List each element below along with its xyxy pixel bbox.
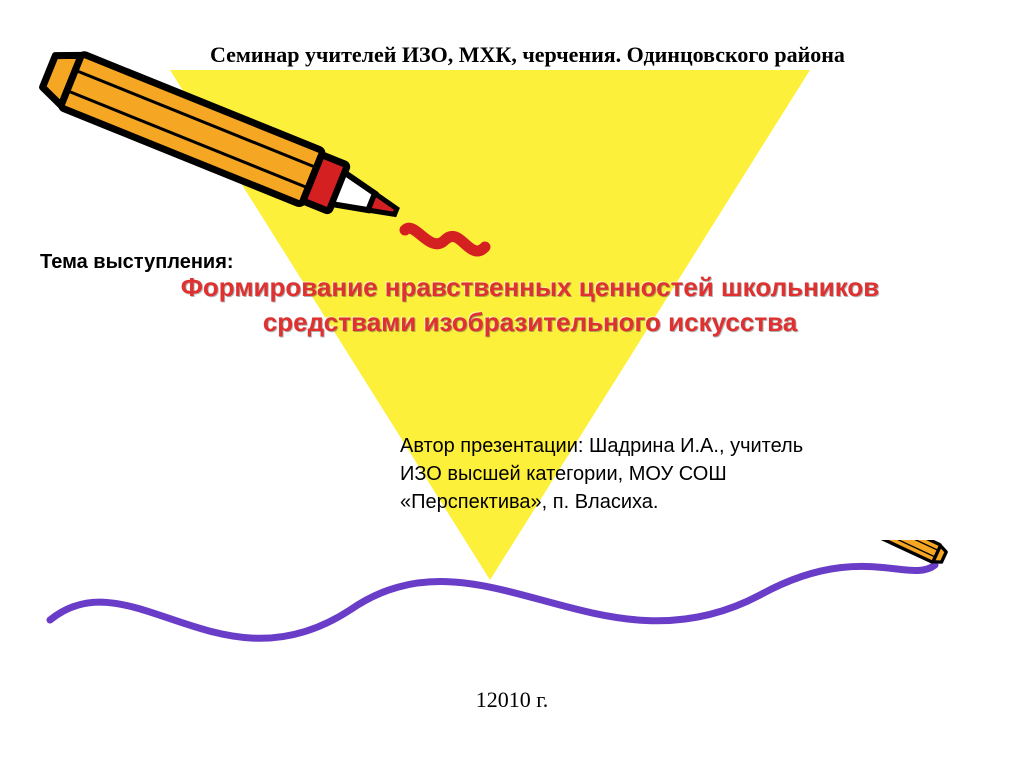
year-footer: 12010 г.	[0, 687, 1024, 713]
red-marker-icon	[15, 25, 515, 275]
presentation-title: Формирование нравственных ценностей школ…	[180, 270, 880, 340]
purple-marker-icon	[40, 540, 1000, 710]
author-info: Автор презентации: Шадрина И.А., учитель…	[400, 432, 820, 516]
presentation-slide: Семинар учителей ИЗО, МХК, черчения. Оди…	[0, 0, 1024, 768]
